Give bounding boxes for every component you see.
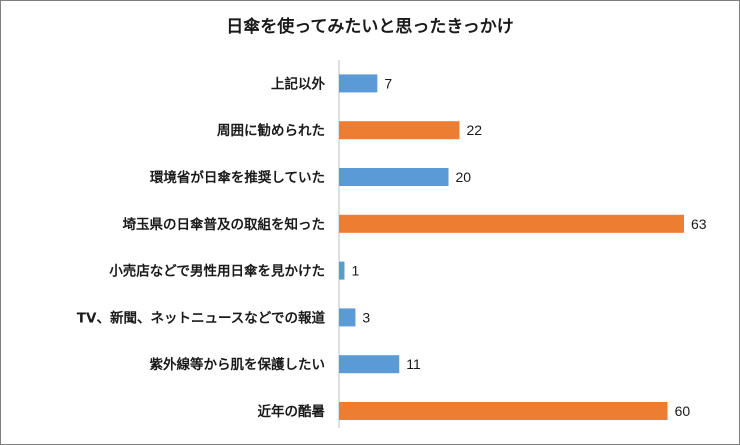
bar: [339, 261, 345, 280]
category-label: 上記以外: [271, 75, 325, 92]
data-label: 63: [691, 216, 707, 232]
category-label: TV、新聞、ネットニュースなどでの報道: [77, 309, 326, 326]
bar: [339, 168, 449, 186]
category-label: 埼玉県の日傘普及の取組を知った: [123, 216, 326, 233]
bar: [339, 74, 378, 93]
bars-group: 上記以外 7 周囲に勧められた 22 環境省が日傘を推奨していた 20 埼玉県の日傘普及の取…: [77, 74, 707, 420]
category-label: 周囲に勧められた: [217, 122, 325, 139]
chart-title: 日傘を使ってみたいと思ったきっかけ: [226, 16, 513, 37]
bar: [339, 214, 684, 233]
bar: [339, 402, 668, 420]
data-label: 11: [406, 356, 421, 372]
data-label: 7: [384, 75, 392, 91]
data-label: 20: [456, 169, 472, 185]
data-label: 60: [675, 403, 691, 419]
category-label: 環境省が日傘を推奨していた: [150, 169, 325, 186]
category-label: 紫外線等から肌を保護したい: [150, 356, 326, 373]
bar: [339, 355, 400, 374]
category-label: 小売店などで男性用日傘を見かけた: [109, 263, 325, 280]
bar: [339, 121, 460, 140]
data-label: 22: [466, 122, 482, 138]
data-label: 1: [351, 263, 359, 279]
category-label: 近年の酷暑: [258, 403, 326, 420]
bar: [339, 308, 356, 327]
data-label: 3: [362, 309, 370, 325]
